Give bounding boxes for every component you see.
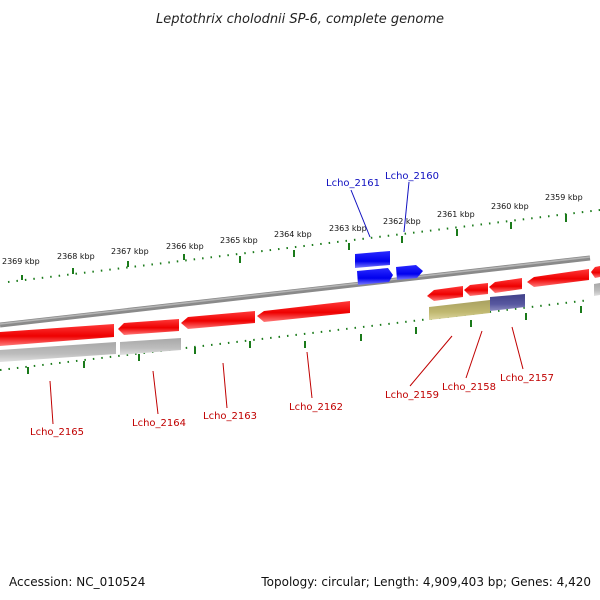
gene-label-lcho-2165[interactable]: Lcho_2165 xyxy=(30,427,84,438)
genome-backbone-highlight xyxy=(0,256,591,325)
gene-feature-right-a[interactable] xyxy=(527,269,589,287)
reverse-label-leaders xyxy=(49,326,524,425)
gene-feature-right-b[interactable] xyxy=(591,266,600,278)
kbp-label: 2366 kbp xyxy=(166,242,204,251)
kbp-label: 2359 kbp xyxy=(545,193,583,202)
kbp-label: 2368 kbp xyxy=(57,252,95,261)
kbp-label: 2369 kbp xyxy=(2,257,40,266)
gene-feature-lcho-2158[interactable] xyxy=(464,283,488,296)
secondary-feature-gray-1 xyxy=(0,342,116,362)
kbp-label: 2360 kbp xyxy=(491,202,529,211)
kbp-label: 2367 kbp xyxy=(111,247,149,256)
genome-summary: Topology: circular; Length: 4,909,403 bp… xyxy=(260,575,591,589)
secondary-feature-gray-3 xyxy=(594,283,600,296)
accession-label: Accession: NC_010524 xyxy=(9,575,145,589)
gene-feature-lcho-2163[interactable] xyxy=(181,311,255,329)
gene-feature-lcho-2162[interactable] xyxy=(257,301,350,322)
genome-backbone xyxy=(0,255,591,328)
secondary-feature-navy xyxy=(490,294,525,311)
gene-feature-lcho-2160[interactable] xyxy=(396,265,423,280)
gene-label-lcho-2158[interactable]: Lcho_2158 xyxy=(442,382,496,393)
map-title: Leptothrix cholodnii SP-6, complete geno… xyxy=(156,12,444,27)
gene-label-lcho-2157[interactable]: Lcho_2157 xyxy=(500,373,554,384)
kbp-label: 2363 kbp xyxy=(329,224,367,233)
kbp-label: 2364 kbp xyxy=(274,230,312,239)
forward-label-leaders xyxy=(350,181,410,238)
kbp-label: 2365 kbp xyxy=(220,236,258,245)
gene-label-lcho-2161[interactable]: Lcho_2161 xyxy=(326,178,380,189)
gene-feature-lcho-2161b[interactable] xyxy=(357,268,393,285)
kbp-label: 2362 kbp xyxy=(383,217,421,226)
kbp-label: 2361 kbp xyxy=(437,210,475,219)
gene-feature-lcho-2165[interactable] xyxy=(0,324,114,346)
secondary-feature-olive xyxy=(429,300,490,320)
gene-label-lcho-2163[interactable]: Lcho_2163 xyxy=(203,411,257,422)
gene-feature-lcho-2157[interactable] xyxy=(489,278,522,293)
gene-label-lcho-2164[interactable]: Lcho_2164 xyxy=(132,418,186,429)
gene-feature-lcho-2161[interactable] xyxy=(355,251,390,268)
upper-tick-ruler xyxy=(7,209,600,283)
gene-label-lcho-2162[interactable]: Lcho_2162 xyxy=(289,402,343,413)
lower-tick-ruler xyxy=(0,299,591,374)
gene-label-lcho-2160[interactable]: Lcho_2160 xyxy=(385,171,439,182)
gene-feature-lcho-2164[interactable] xyxy=(118,319,179,335)
secondary-feature-gray-2 xyxy=(120,338,181,355)
gene-feature-lcho-2159[interactable] xyxy=(427,286,463,301)
gene-label-lcho-2159[interactable]: Lcho_2159 xyxy=(385,390,439,401)
